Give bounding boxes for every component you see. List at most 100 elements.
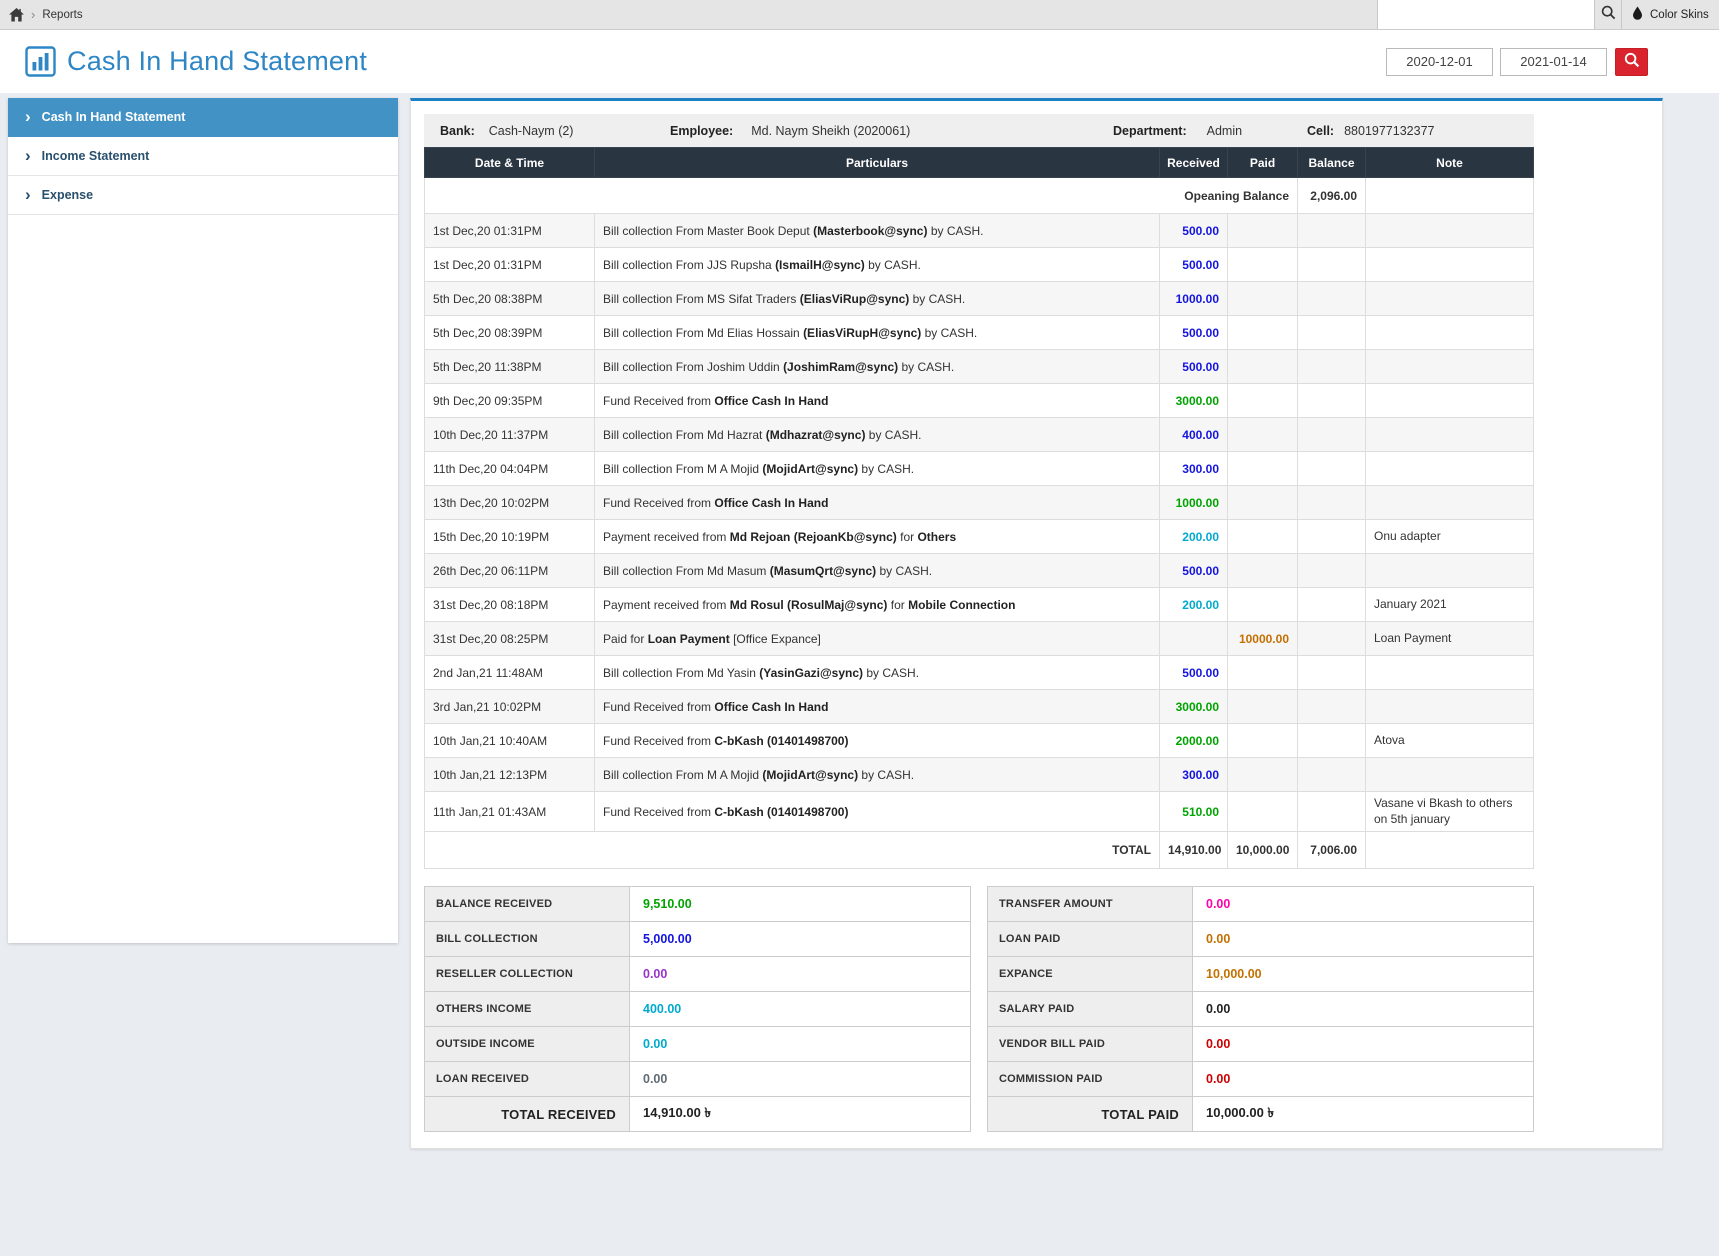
home-icon[interactable]	[9, 7, 24, 22]
summary-row: LOAN RECEIVED 0.00	[424, 1061, 971, 1098]
summary-row: OTHERS INCOME 400.00	[424, 991, 971, 1028]
total-received: 14,910.00	[1159, 831, 1228, 870]
particulars-cell: Bill collection From Md Masum (MasumQrt@…	[594, 553, 1160, 588]
summary-value-transfer-amount: 0.00	[1192, 886, 1534, 923]
table-row: 9th Dec,20 09:35PM Fund Received from Off…	[424, 383, 1534, 418]
date-cell: 10th Dec,20 11:37PM	[424, 417, 595, 452]
global-search-input[interactable]	[1377, 0, 1595, 29]
note-cell	[1365, 757, 1534, 792]
paid-cell	[1227, 247, 1298, 282]
received-cell: 510.00	[1159, 790, 1228, 833]
chevron-right-icon: ›	[25, 106, 31, 126]
sidebar-item-cash-in-hand-statement[interactable]: › Cash In Hand Statement	[8, 98, 398, 137]
particulars-cell: Bill collection From JJS Rupsha (IsmailH…	[594, 247, 1160, 282]
received-cell: 3000.00	[1159, 689, 1228, 724]
particulars-cell: Fund Received from Office Cash In Hand	[594, 689, 1160, 724]
particulars-cell: Fund Received from C-bKash (01401498700)	[594, 790, 1160, 833]
date-cell: 31st Dec,20 08:25PM	[424, 621, 595, 656]
note-cell	[1365, 281, 1534, 316]
cell-value: 8801977132377	[1344, 123, 1435, 138]
date-cell: 1st Dec,20 01:31PM	[424, 247, 595, 282]
summary-label-salary-paid: SALARY PAID	[987, 991, 1193, 1028]
summary-total-value: 10,000.00 ৳	[1192, 1096, 1534, 1133]
balance-cell	[1297, 689, 1366, 724]
summary-row: RESELLER COLLECTION 0.00	[424, 956, 971, 993]
paid-cell	[1227, 587, 1298, 622]
particulars-cell: Fund Received from C-bKash (01401498700)	[594, 723, 1160, 758]
particulars-cell: Bill collection From Md Elias Hossain (E…	[594, 315, 1160, 350]
received-cell: 500.00	[1159, 315, 1228, 350]
page-title: Cash In Hand Statement	[67, 46, 368, 76]
date-to-input[interactable]	[1500, 47, 1607, 76]
received-cell: 200.00	[1159, 519, 1228, 554]
table-row: 26th Dec,20 06:11PM Bill collection From …	[424, 553, 1534, 588]
summary-label-commission-paid: COMMISSION PAID	[987, 1061, 1193, 1098]
summary-row: COMMISSION PAID 0.00	[987, 1061, 1534, 1098]
note-cell: January 2021	[1365, 587, 1534, 622]
received-cell: 500.00	[1159, 553, 1228, 588]
search-icon	[1601, 5, 1616, 25]
balance-cell	[1297, 790, 1366, 833]
sidebar-item-income-statement[interactable]: › Income Statement	[8, 137, 398, 176]
search-icon	[1624, 52, 1640, 71]
summary-section: BALANCE RECEIVED 9,510.00 BILL COLLECTION 5…	[424, 886, 1534, 1133]
date-cell: 10th Jan,21 12:13PM	[424, 757, 595, 792]
total-row: TOTAL 14,910.00 10,000.00 7,006.00	[424, 831, 1534, 870]
bar-chart-icon	[25, 46, 56, 77]
paid-cell	[1227, 655, 1298, 690]
breadcrumb-item-reports[interactable]: Reports	[42, 8, 83, 21]
received-cell: 2000.00	[1159, 723, 1228, 758]
paid-cell	[1227, 689, 1298, 724]
balance-cell	[1297, 281, 1366, 316]
summary-value-loan-received: 0.00	[629, 1061, 971, 1098]
sidebar-item-label: Expense	[41, 188, 94, 202]
breadcrumb-separator: ›	[31, 7, 36, 22]
summary-value-expance: 10,000.00	[1192, 956, 1534, 993]
received-cell: 1000.00	[1159, 485, 1228, 520]
paid-cell	[1227, 553, 1298, 588]
table-row: 3rd Jan,21 10:02PM Fund Received from Off…	[424, 689, 1534, 724]
column-header-received: Received	[1159, 147, 1228, 178]
particulars-cell: Bill collection From Md Yasin (YasinGazi…	[594, 655, 1160, 690]
paid-cell	[1227, 757, 1298, 792]
particulars-cell: Bill collection From Joshim Uddin (Joshi…	[594, 349, 1160, 384]
summary-value-reseller-collection: 0.00	[629, 956, 971, 993]
balance-cell	[1297, 587, 1366, 622]
summary-value-commission-paid: 0.00	[1192, 1061, 1534, 1098]
date-cell: 1st Dec,20 01:31PM	[424, 213, 595, 248]
summary-value-salary-paid: 0.00	[1192, 991, 1534, 1028]
received-cell: 300.00	[1159, 451, 1228, 486]
received-cell: 1000.00	[1159, 281, 1228, 316]
report-search-button[interactable]	[1615, 47, 1648, 76]
note-cell	[1365, 177, 1534, 214]
breadcrumb: › Reports	[0, 7, 83, 22]
date-cell: 2nd Jan,21 11:48AM	[424, 655, 595, 690]
received-cell: 300.00	[1159, 757, 1228, 792]
column-header-date-time: Date & Time	[424, 147, 595, 178]
color-skins-button[interactable]: Color Skins	[1622, 0, 1719, 29]
date-cell: 5th Dec,20 11:38PM	[424, 349, 595, 384]
received-cell: 500.00	[1159, 213, 1228, 248]
note-cell: Atova	[1365, 723, 1534, 758]
note-cell	[1365, 383, 1534, 418]
column-header-note: Note	[1365, 147, 1534, 178]
note-cell	[1365, 315, 1534, 350]
sidebar-item-expense[interactable]: › Expense	[8, 176, 398, 215]
balance-cell	[1297, 519, 1366, 554]
global-search-button[interactable]	[1595, 0, 1622, 29]
date-cell: 11th Jan,21 01:43AM	[424, 790, 595, 833]
employee-value: Md. Naym Sheikh (2020061)	[751, 123, 911, 138]
summary-total-label: TOTAL RECEIVED	[424, 1096, 630, 1133]
date-cell: 5th Dec,20 08:38PM	[424, 281, 595, 316]
date-cell: 5th Dec,20 08:39PM	[424, 315, 595, 350]
summary-label-bill-collection: BILL COLLECTION	[424, 921, 630, 958]
table-row: 11th Dec,20 04:04PM Bill collection From …	[424, 451, 1534, 486]
paid-cell: 10000.00	[1227, 621, 1298, 656]
table-row: 31st Dec,20 08:25PM Paid for Loan Payment…	[424, 621, 1534, 656]
summary-label-vendor-bill-paid: VENDOR BILL PAID	[987, 1026, 1193, 1063]
cell-label: Cell:	[1307, 123, 1335, 138]
particulars-cell: Fund Received from Office Cash In Hand	[594, 485, 1160, 520]
summary-total-row: TOTAL RECEIVED 14,910.00 ৳	[424, 1096, 971, 1133]
summary-label-expance: EXPANCE	[987, 956, 1193, 993]
date-from-input[interactable]	[1386, 47, 1493, 76]
